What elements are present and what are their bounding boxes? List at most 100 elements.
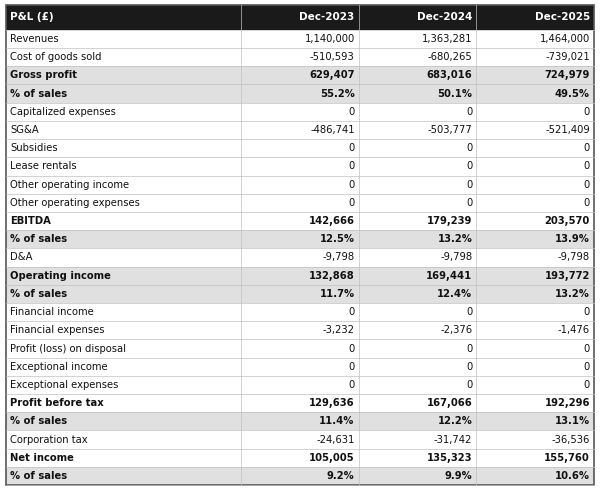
Text: -9,798: -9,798 — [323, 252, 355, 263]
Text: 11.4%: 11.4% — [319, 416, 355, 426]
Bar — [6, 394, 594, 412]
Bar — [6, 358, 594, 376]
Text: 683,016: 683,016 — [427, 71, 472, 80]
Text: 12.2%: 12.2% — [437, 416, 472, 426]
Text: Dec-2025: Dec-2025 — [535, 12, 590, 23]
Text: -503,777: -503,777 — [428, 125, 472, 135]
Text: 1,464,000: 1,464,000 — [539, 34, 590, 44]
Bar — [476, 5, 594, 30]
Text: 13.2%: 13.2% — [437, 234, 472, 245]
Text: -2,376: -2,376 — [440, 325, 472, 335]
Text: 132,868: 132,868 — [309, 270, 355, 281]
Text: 0: 0 — [349, 107, 355, 117]
Text: Other operating expenses: Other operating expenses — [10, 198, 140, 208]
Text: D&A: D&A — [10, 252, 32, 263]
Text: -31,742: -31,742 — [434, 435, 472, 444]
Text: 0: 0 — [349, 362, 355, 372]
Text: Capitalized expenses: Capitalized expenses — [10, 107, 116, 117]
Bar — [6, 467, 594, 485]
Text: Net income: Net income — [10, 453, 74, 463]
Bar — [6, 175, 594, 194]
Text: 0: 0 — [466, 307, 472, 317]
Text: 0: 0 — [349, 198, 355, 208]
Bar — [241, 5, 359, 30]
Text: P&L (£): P&L (£) — [10, 12, 54, 23]
Text: 179,239: 179,239 — [427, 216, 472, 226]
Bar — [6, 121, 594, 139]
Text: 0: 0 — [466, 107, 472, 117]
Bar — [6, 412, 594, 431]
Text: 0: 0 — [466, 343, 472, 353]
Text: 0: 0 — [584, 198, 590, 208]
Text: 129,636: 129,636 — [309, 398, 355, 408]
Text: 0: 0 — [466, 180, 472, 190]
Text: 0: 0 — [466, 161, 472, 172]
Bar — [6, 157, 594, 175]
Text: 49.5%: 49.5% — [555, 89, 590, 98]
Text: 0: 0 — [584, 107, 590, 117]
Text: 193,772: 193,772 — [545, 270, 590, 281]
Bar — [6, 248, 594, 267]
Bar — [6, 139, 594, 157]
Text: 0: 0 — [466, 198, 472, 208]
Text: 0: 0 — [584, 343, 590, 353]
Text: Other operating income: Other operating income — [10, 180, 129, 190]
Text: -739,021: -739,021 — [545, 52, 590, 62]
Text: 135,323: 135,323 — [427, 453, 472, 463]
Text: Financial expenses: Financial expenses — [10, 325, 104, 335]
Text: Subsidies: Subsidies — [10, 143, 58, 153]
Text: 0: 0 — [349, 161, 355, 172]
Bar — [6, 321, 594, 340]
Text: SG&A: SG&A — [10, 125, 39, 135]
Text: 12.5%: 12.5% — [320, 234, 355, 245]
Text: Operating income: Operating income — [10, 270, 111, 281]
Text: Exceptional expenses: Exceptional expenses — [10, 380, 118, 390]
Bar — [6, 30, 594, 48]
Bar — [6, 376, 594, 394]
Text: Lease rentals: Lease rentals — [10, 161, 77, 172]
Text: 169,441: 169,441 — [426, 270, 472, 281]
Text: % of sales: % of sales — [10, 234, 67, 245]
Text: 55.2%: 55.2% — [320, 89, 355, 98]
Text: 13.1%: 13.1% — [555, 416, 590, 426]
Text: -24,631: -24,631 — [316, 435, 355, 444]
Text: Financial income: Financial income — [10, 307, 94, 317]
Text: % of sales: % of sales — [10, 471, 67, 481]
Text: -3,232: -3,232 — [323, 325, 355, 335]
Text: 13.9%: 13.9% — [555, 234, 590, 245]
Text: 0: 0 — [349, 143, 355, 153]
Text: -680,265: -680,265 — [428, 52, 472, 62]
Text: Profit before tax: Profit before tax — [10, 398, 104, 408]
Text: 0: 0 — [349, 180, 355, 190]
Bar — [359, 5, 476, 30]
Text: 105,005: 105,005 — [309, 453, 355, 463]
Text: EBITDA: EBITDA — [10, 216, 51, 226]
Text: -1,476: -1,476 — [558, 325, 590, 335]
Bar — [6, 303, 594, 321]
Text: 0: 0 — [584, 380, 590, 390]
Text: Profit (loss) on disposal: Profit (loss) on disposal — [10, 343, 126, 353]
Text: 142,666: 142,666 — [308, 216, 355, 226]
Text: Exceptional income: Exceptional income — [10, 362, 108, 372]
Text: 0: 0 — [349, 307, 355, 317]
Text: 203,570: 203,570 — [545, 216, 590, 226]
Text: 11.7%: 11.7% — [320, 289, 355, 299]
Text: 629,407: 629,407 — [309, 71, 355, 80]
Text: 0: 0 — [466, 362, 472, 372]
Text: Gross profit: Gross profit — [10, 71, 77, 80]
Text: 1,363,281: 1,363,281 — [422, 34, 472, 44]
Text: Cost of goods sold: Cost of goods sold — [10, 52, 101, 62]
Bar — [6, 84, 594, 103]
Bar — [6, 431, 594, 449]
Text: -521,409: -521,409 — [545, 125, 590, 135]
Text: 0: 0 — [349, 343, 355, 353]
Bar — [6, 449, 594, 467]
Text: 155,760: 155,760 — [544, 453, 590, 463]
Bar — [6, 230, 594, 248]
Bar — [6, 285, 594, 303]
Text: 0: 0 — [466, 380, 472, 390]
Text: 0: 0 — [584, 362, 590, 372]
Text: 0: 0 — [584, 307, 590, 317]
Text: 0: 0 — [584, 180, 590, 190]
Text: 10.6%: 10.6% — [555, 471, 590, 481]
